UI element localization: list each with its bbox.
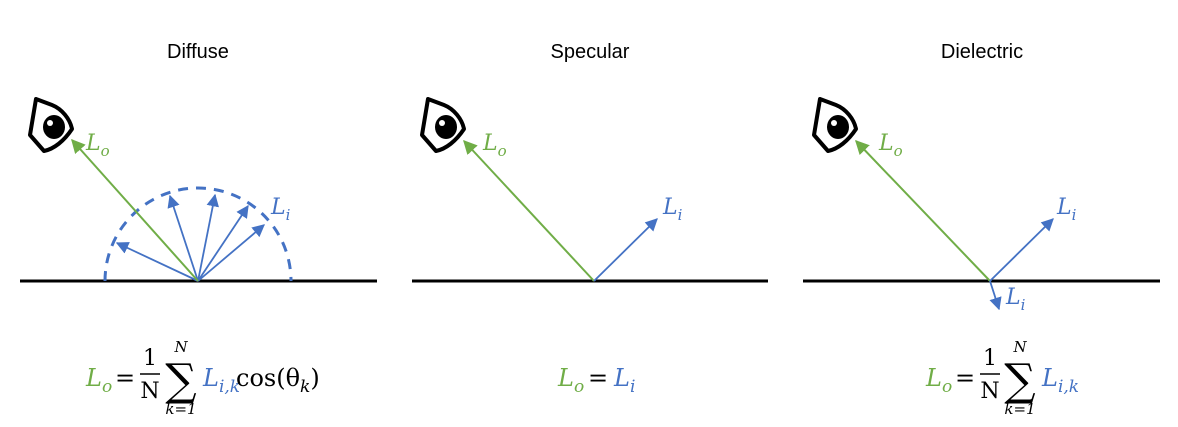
eye-icon [420,97,466,153]
incoming-ray [989,218,1054,282]
li-label: Li [662,195,683,224]
panel-title: Specular [551,41,630,63]
eq-term: Li,k [1041,364,1079,397]
panel-title: Diffuse [167,41,229,63]
incoming-ray [167,194,199,282]
hemisphere-outline [103,186,293,282]
eq-sum-upper: N [173,338,188,356]
eq-frac-den: N [140,379,159,404]
li-label: Li [1056,195,1077,224]
lo-label: Lo [878,131,903,160]
eq-lhs: Lo [557,364,584,397]
eq-lhs: Lo [85,364,112,397]
eq-sum-lower: k=1 [1004,400,1035,418]
outgoing-ray [71,138,199,282]
eye-icon [812,97,858,153]
eq-equals: = [955,364,975,392]
eq-sum-symbol: ∑ [165,355,196,406]
li-transmitted-label: Li [1005,285,1026,314]
outgoing-ray [855,139,991,282]
eye-icon [28,97,74,153]
incoming-ray [197,224,265,282]
panel-diffuse: Diffuse Lo Li Lo = 1 N N ∑ k=1 Li,k cos(… [20,41,377,418]
eq-sum-upper: N [1012,338,1027,356]
incoming-ray [197,204,249,282]
incoming-ray [593,218,658,282]
eq-frac-num: 1 [983,346,997,371]
eq-lhs: Lo [925,364,952,397]
eq-equals: = [588,364,608,392]
eq-term: Li,k [202,364,240,397]
outgoing-ray [463,139,595,282]
eq-rhs: Li [613,364,635,397]
eq-sum-lower: k=1 [165,400,196,418]
lo-label: Lo [482,131,507,160]
eq-sum-symbol: ∑ [1004,355,1035,406]
specular-equation: Lo = Li [557,364,635,397]
eq-frac-den: N [980,379,999,404]
rendering-equation: Lo = 1 N N ∑ k=1 Li,k cos(θk) [85,338,320,418]
panel-specular: Specular Lo Li Lo = Li [412,41,768,397]
transmitted-ray [989,280,1002,311]
incoming-rays [115,193,265,282]
incoming-ray [115,242,199,282]
panel-title: Dielectric [941,41,1023,63]
eq-frac-num: 1 [143,346,157,371]
eq-cos: cos(θk) [236,364,320,397]
panel-dielectric: Dielectric Lo Li Li Lo = 1 N N ∑ k=1 Li,… [803,41,1160,418]
lo-label: Lo [85,131,110,160]
li-label: Li [270,195,291,224]
incoming-ray [197,193,219,282]
eq-equals: = [115,364,135,392]
dielectric-equation: Lo = 1 N N ∑ k=1 Li,k [925,338,1079,418]
